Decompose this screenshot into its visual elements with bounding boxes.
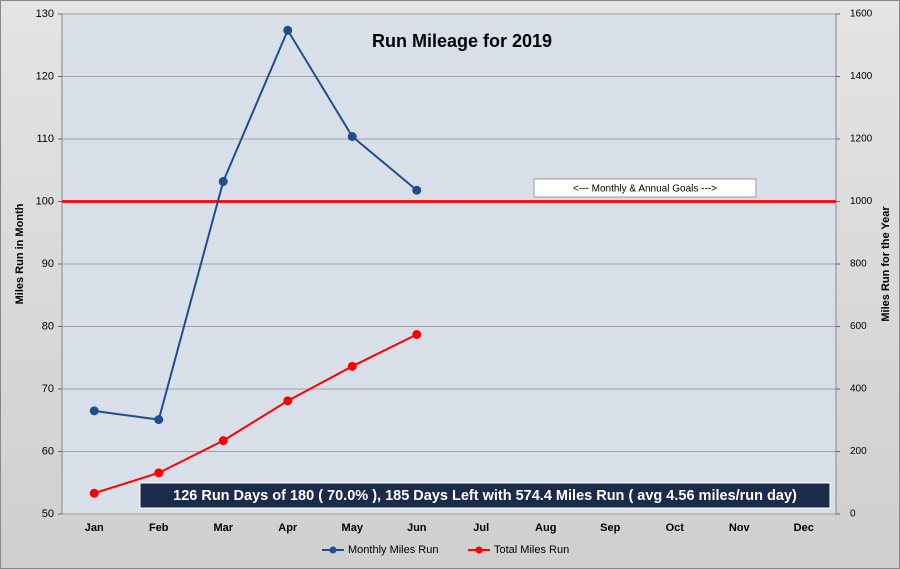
- y-tick-label: 90: [42, 258, 54, 270]
- y2-axis-label: Miles Run for the Year: [880, 206, 892, 322]
- data-point: [218, 436, 228, 446]
- data-point: [89, 406, 99, 416]
- data-point: [347, 132, 357, 141]
- goal-label-box: [533, 178, 757, 198]
- y-tick-label: 70: [42, 383, 54, 395]
- y2-tick-label: 1000: [850, 196, 873, 207]
- legend-label: Total Miles Run: [494, 544, 569, 556]
- y2-tick-label: 0: [850, 509, 856, 520]
- y-tick-label: 130: [36, 8, 54, 20]
- x-tick-label: Jul: [473, 522, 489, 534]
- x-tick-label: Mar: [213, 522, 233, 534]
- series-line: [94, 28, 418, 421]
- y-axis-label: Miles Run in Month: [14, 203, 26, 304]
- data-point: [283, 25, 293, 35]
- data-point: [154, 415, 164, 425]
- data-point: [89, 488, 99, 498]
- x-tick-label: Sep: [600, 522, 620, 534]
- summary-text: 126 Run Days of 180 ( 70.0% ), 185 Days …: [173, 488, 797, 504]
- x-tick-label: Jun: [407, 522, 427, 534]
- x-tick-label: Nov: [729, 522, 751, 534]
- x-tick-label: Oct: [666, 522, 685, 534]
- series-line: [93, 333, 418, 495]
- y2-tick-label: 1600: [850, 9, 873, 20]
- chart-title: Run Mileage for 2019: [372, 31, 552, 51]
- y-tick-label: 50: [42, 508, 54, 520]
- x-tick-label: Aug: [535, 522, 556, 534]
- legend-marker: [475, 546, 483, 554]
- x-tick-label: Apr: [278, 522, 298, 534]
- y2-tick-label: 800: [850, 259, 867, 270]
- y2-tick-label: 200: [850, 446, 867, 457]
- y2-tick-label: 1200: [850, 134, 873, 145]
- x-tick-label: Jan: [85, 522, 104, 534]
- goal-label: <--- Monthly & Annual Goals --->: [573, 184, 717, 195]
- legend-label: Monthly Miles Run: [348, 544, 438, 556]
- y2-tick-label: 400: [850, 384, 867, 395]
- data-point: [218, 177, 228, 186]
- y-tick-label: 110: [36, 133, 54, 145]
- y-tick-label: 120: [36, 70, 54, 82]
- y-tick-label: 80: [42, 320, 54, 332]
- x-tick-label: Feb: [149, 522, 169, 534]
- summary-box: [139, 482, 831, 509]
- x-tick-label: May: [342, 522, 364, 534]
- data-point: [347, 361, 357, 371]
- y-tick-label: 100: [36, 195, 54, 207]
- y2-tick-label: 600: [850, 321, 867, 332]
- data-point: [412, 330, 422, 339]
- y2-tick-label: 1400: [850, 71, 873, 82]
- data-point: [154, 468, 164, 478]
- data-point: [412, 185, 422, 195]
- legend-marker: [329, 546, 337, 554]
- y-tick-label: 60: [42, 445, 54, 457]
- data-point: [283, 396, 293, 406]
- x-tick-label: Dec: [794, 522, 814, 534]
